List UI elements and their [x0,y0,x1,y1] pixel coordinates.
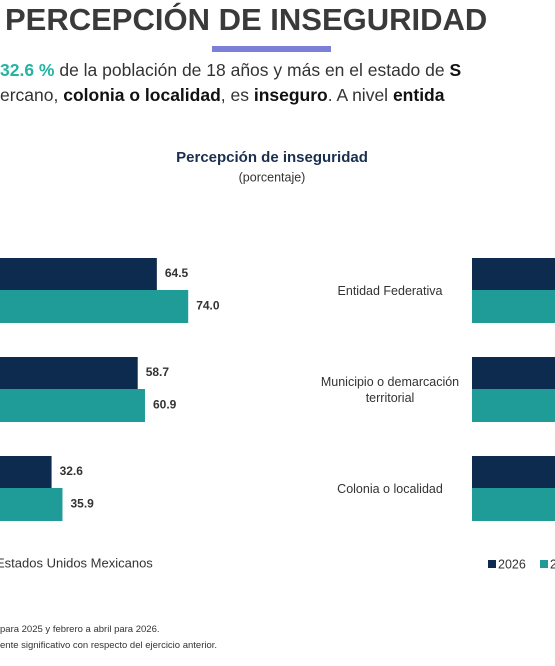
footnote: ente significativo con respecto del ejer… [0,640,218,651]
text: S [449,60,462,80]
text: ercano, [0,85,64,105]
paragraph-line: 32.6 % de la población de 18 años y más … [0,60,461,81]
text: inseguro [253,85,328,105]
chart-title: Percepción de inseguridad [176,149,368,166]
bar [0,357,138,389]
category-label: Colonia o localidad [337,482,443,496]
text: de la población de 18 años y más en el e… [54,60,450,80]
value-label: 58.7 [146,365,170,379]
value-label: 74.0 [196,299,220,313]
value-label: 35.9 [70,497,94,511]
cropped-bar [472,488,555,521]
highlight: 32.6 % [0,60,55,80]
cropped-bar [472,357,555,389]
value-label: 60.9 [153,398,177,412]
bar [0,456,52,488]
cropped-bar [472,389,555,422]
category-label: Municipio o demarcación territorial [320,375,460,405]
bar [0,258,157,290]
text: , es [220,85,254,105]
footnote: para 2025 y febrero a abril para 2026. [0,624,160,635]
title-underline [212,46,331,52]
page-title: PERCEPCIÓN DE INSEGURIDAD [5,2,488,37]
legend-label: 2025 [550,557,555,571]
cropped-bar [472,456,555,488]
chart-subtitle: (porcentaje) [239,170,306,184]
text: colonia o localidad [63,85,221,105]
cropped-bar [472,290,555,323]
text: . A nivel [327,85,393,105]
category-label: Entidad Federativa [337,284,443,298]
bar [0,488,63,521]
bar [0,290,189,323]
value-label: 32.6 [60,464,84,478]
legend-label: 2026 [498,557,526,571]
value-label: 64.5 [165,266,189,280]
cropped-bar [472,258,555,290]
text: entida [392,85,445,105]
group-label: Estados Unidos Mexicanos [0,555,153,570]
legend-swatch [540,560,548,568]
legend-swatch [488,560,496,568]
bar [0,389,145,422]
paragraph-line: ercano, colonia o localidad, es inseguro… [0,85,444,106]
